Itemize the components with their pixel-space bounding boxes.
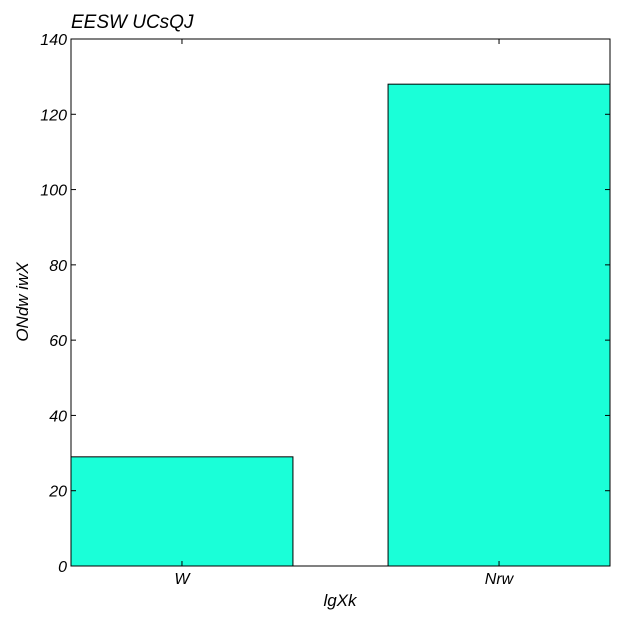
y-tick-label: 120: [40, 107, 67, 124]
y-tick-label: 140: [40, 32, 67, 49]
x-tick-label: Nrw: [485, 571, 515, 588]
x-axis-label: lgXk: [323, 591, 358, 610]
bar-w: [70, 456, 294, 567]
y-tick-label: 0: [58, 559, 67, 576]
bars-layer: [70, 83, 611, 567]
bar-nrw: [387, 83, 611, 567]
y-axis-label: ONdw iwX: [13, 262, 32, 342]
y-tick-label: 20: [48, 484, 67, 501]
x-axis: W Nrw: [174, 39, 515, 588]
y-axis: 0 20 40 60 80 100 120 140: [40, 32, 610, 576]
y-tick-label: 80: [49, 258, 67, 275]
y-tick-label: 40: [49, 408, 67, 425]
plot-frame: [70, 38, 611, 567]
y-tick-label: 60: [49, 333, 67, 350]
y-tick-label: 100: [40, 183, 67, 200]
x-tick-label: W: [174, 571, 191, 588]
chart-title: EESW UCsQJ: [71, 12, 194, 33]
